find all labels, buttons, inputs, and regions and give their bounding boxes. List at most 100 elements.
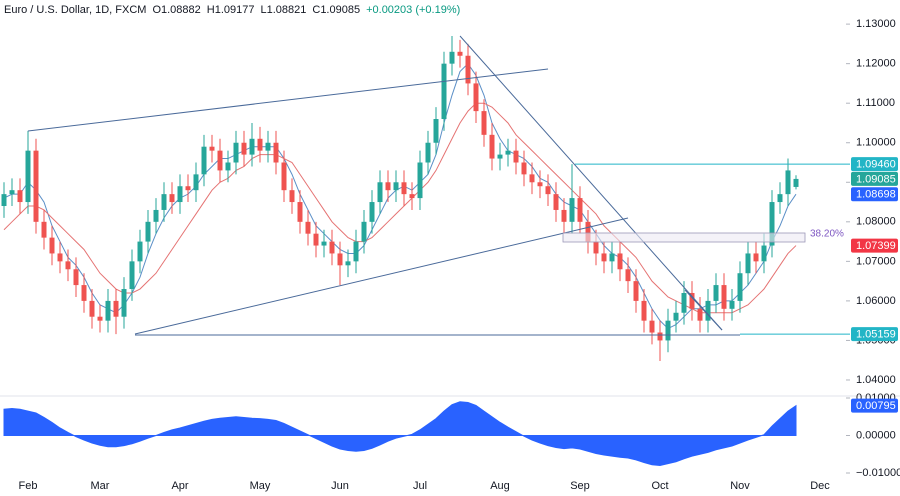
candle-body: [609, 253, 615, 262]
trend-line: [27, 68, 549, 132]
candle-body: [537, 182, 543, 187]
price-label: 1.05159: [856, 329, 896, 341]
candle-body: [585, 221, 591, 242]
trend-line: [459, 35, 723, 331]
candle-body: [625, 269, 631, 282]
x-tick-label: Nov: [730, 480, 750, 492]
indicator-label: 0.00795: [856, 400, 896, 412]
candle-body: [289, 190, 295, 203]
candle-body: [385, 182, 391, 191]
candle-body: [9, 190, 15, 195]
candle-body: [513, 150, 519, 163]
moving-average: [3, 102, 797, 314]
price-label-box: [851, 157, 898, 172]
candle-body: [449, 51, 455, 64]
candle-body: [401, 182, 407, 195]
candle-body: [593, 241, 599, 254]
candle-body: [41, 221, 47, 238]
candle-body: [521, 162, 527, 175]
candle-body: [329, 241, 335, 254]
y-tick-label: 1.08000: [856, 216, 896, 228]
candle-body: [737, 273, 743, 301]
candle-body: [81, 285, 87, 301]
candle-body: [465, 55, 471, 84]
candle-body: [721, 285, 727, 309]
y-tick-label: 1.07000: [856, 255, 896, 267]
x-tick-label: May: [250, 480, 271, 492]
candle-body: [745, 253, 751, 274]
candle-body: [545, 186, 551, 195]
candle-body: [361, 221, 367, 242]
price-label: 1.07399: [856, 240, 896, 252]
candle-body: [369, 202, 375, 222]
candle-body: [641, 300, 647, 321]
fib-zone: [562, 232, 806, 243]
candle-body: [665, 320, 671, 341]
candle-body: [273, 142, 279, 163]
price-label-box: [851, 171, 898, 186]
candle-body: [17, 190, 23, 203]
candle-body: [1, 194, 7, 207]
candle-body: [769, 202, 775, 246]
candle-body: [241, 142, 247, 155]
candle-body: [49, 237, 55, 254]
y-tick-label: 1.12000: [856, 58, 896, 70]
x-tick-label: Mar: [91, 480, 110, 492]
candle-body: [193, 174, 199, 191]
candle-body: [433, 119, 439, 143]
candle-body: [209, 146, 215, 151]
candle-body: [225, 162, 231, 171]
candle-body: [89, 300, 95, 317]
x-tick-label: Jun: [331, 480, 349, 492]
candle-body: [697, 308, 703, 321]
candle-body: [97, 316, 103, 321]
header: Euro / U.S. Dollar, 1D, FXCM O1.08882 H1.0…: [4, 4, 460, 16]
candle-body: [233, 142, 239, 163]
candle-body: [777, 194, 783, 203]
candle-body: [321, 241, 327, 246]
candle-body: [713, 285, 719, 301]
candle-body: [481, 111, 487, 135]
x-tick-label: Apr: [171, 480, 188, 492]
price-label-box: [851, 187, 898, 202]
price-label: 1.09085: [856, 173, 896, 185]
candle-body: [689, 292, 695, 309]
x-tick-label: Dec: [810, 480, 830, 492]
y-tick-label: 0.00000: [856, 429, 896, 441]
candle-body: [705, 300, 711, 321]
y-tick-label: 1.13000: [856, 18, 896, 30]
candle-body: [393, 182, 399, 191]
x-tick-label: Jul: [413, 480, 427, 492]
y-tick-label: 1.06000: [856, 295, 896, 307]
candle-body: [457, 51, 463, 56]
price-label: 1.08698: [856, 189, 896, 201]
candle-body: [201, 146, 207, 175]
low-label: L1.08821: [260, 4, 306, 16]
candle-body: [617, 253, 623, 270]
price-label-box: [851, 238, 898, 253]
candle-body: [265, 142, 271, 151]
candle-body: [137, 241, 143, 262]
candle-body: [409, 194, 415, 199]
indicator-label-box: [851, 398, 898, 413]
candle-body: [73, 269, 79, 286]
candle-body: [753, 253, 759, 262]
y-tick-label: 1.10000: [856, 137, 896, 149]
close-label: C1.09085: [312, 4, 360, 16]
candle-body: [249, 138, 255, 155]
candle-body: [345, 261, 351, 266]
plot-area: 1.040001.050001.060001.070001.080001.090…: [1, 18, 900, 492]
candle-body: [649, 320, 655, 333]
open-label: O1.08882: [152, 4, 200, 16]
candle-body: [569, 198, 575, 222]
candle-body: [169, 194, 175, 203]
candle-body: [313, 233, 319, 246]
x-tick-label: Aug: [490, 480, 510, 492]
x-tick-label: Feb: [19, 480, 38, 492]
candle-body: [257, 138, 263, 151]
x-tick-label: Sep: [570, 480, 590, 492]
candle-body: [337, 253, 343, 266]
candle-body: [25, 150, 31, 203]
x-tick-label: Oct: [651, 480, 668, 492]
